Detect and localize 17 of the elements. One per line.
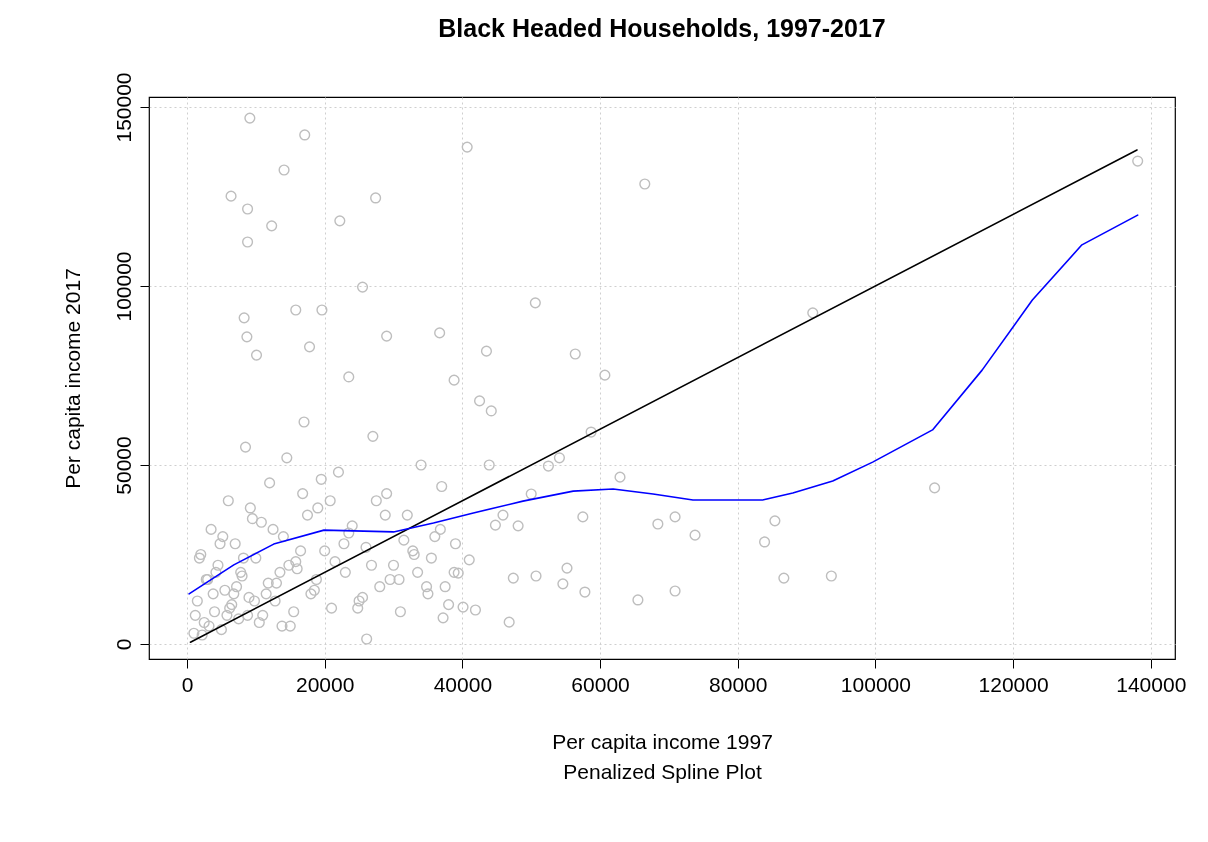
x-tick-label: 80000 <box>709 672 768 696</box>
y-axis-title: Per capita income 2017 <box>60 268 84 489</box>
x-tick-label: 120000 <box>978 672 1049 696</box>
x-axis-title: Per capita income 1997 <box>552 729 773 753</box>
line-series <box>188 214 1139 595</box>
chart-title: Black Headed Households, 1997-2017 <box>438 13 886 42</box>
x-tick-label: 20000 <box>295 672 355 696</box>
x-tick-label: 140000 <box>1116 672 1187 696</box>
x-tick-label: 100000 <box>840 672 911 696</box>
x-tick-label: 0 <box>181 672 194 696</box>
x-tick-label: 60000 <box>571 672 630 696</box>
x-tick-label: 40000 <box>433 672 493 696</box>
y-tick-label: 150000 <box>111 72 135 143</box>
y-tick-label: 50000 <box>111 436 135 495</box>
y-tick-label: 0 <box>111 638 135 651</box>
y-tick-label: 100000 <box>111 251 135 322</box>
text: Penalized Spline Plot <box>563 759 762 783</box>
